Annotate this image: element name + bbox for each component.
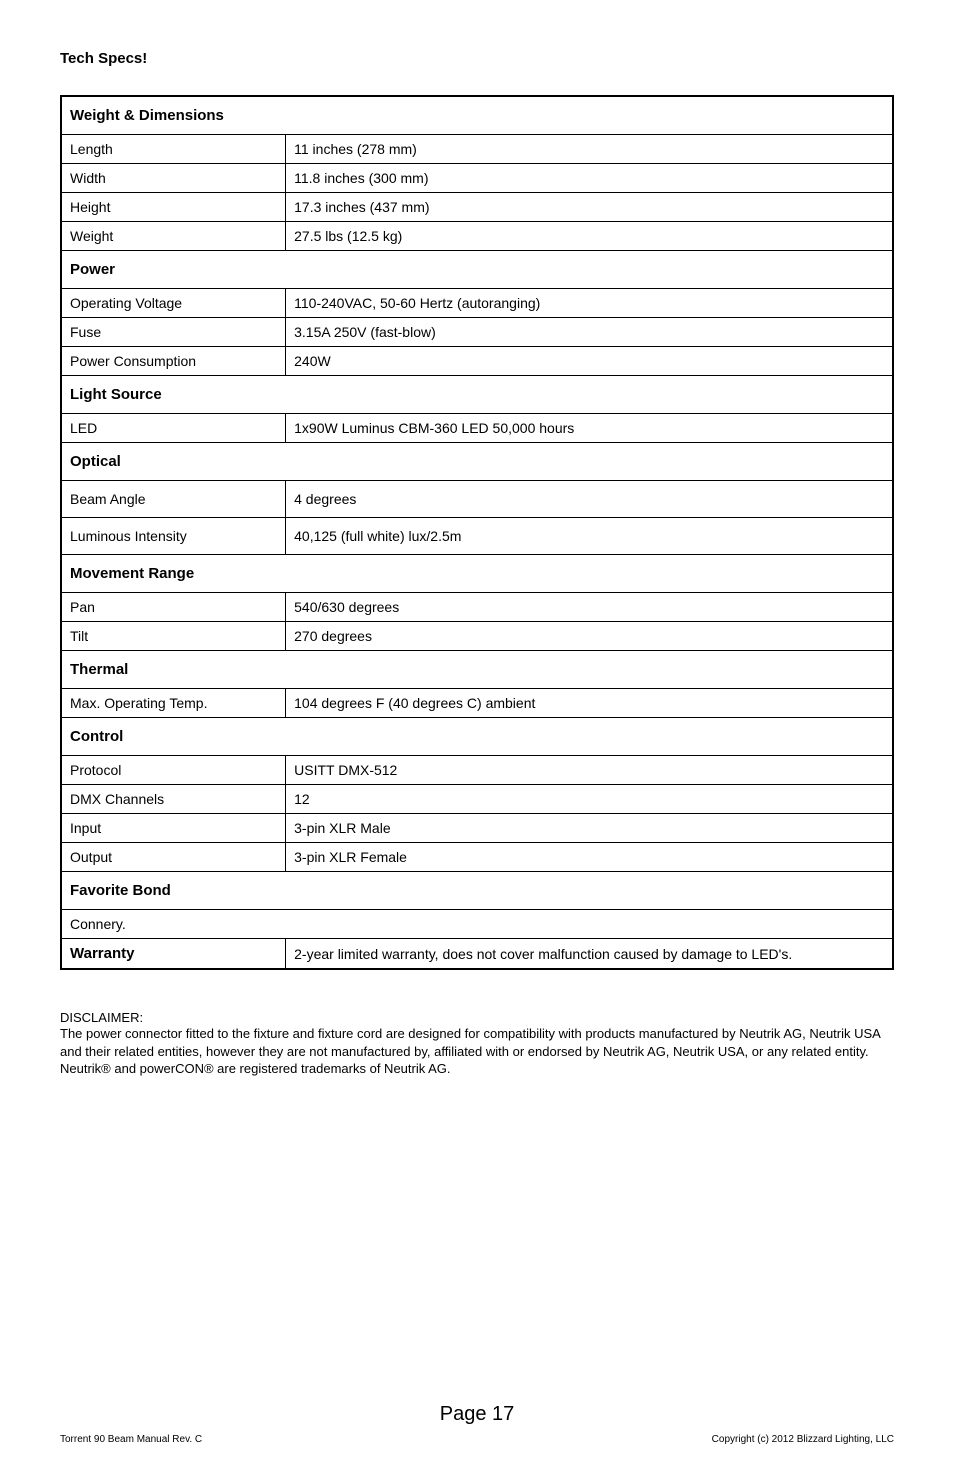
label-width: Width bbox=[61, 164, 286, 193]
label-power-consumption: Power Consumption bbox=[61, 347, 286, 376]
section-control: Control bbox=[61, 718, 893, 756]
value-height: 17.3 inches (437 mm) bbox=[286, 193, 893, 222]
value-led: 1x90W Luminus CBM-360 LED 50,000 hours bbox=[286, 414, 893, 443]
label-warranty: Warranty bbox=[61, 939, 286, 970]
value-length: 11 inches (278 mm) bbox=[286, 135, 893, 164]
label-length: Length bbox=[61, 135, 286, 164]
label-led: LED bbox=[61, 414, 286, 443]
label-tilt: Tilt bbox=[61, 622, 286, 651]
value-weight: 27.5 lbs (12.5 kg) bbox=[286, 222, 893, 251]
disclaimer-title: DISCLAIMER: bbox=[60, 1010, 894, 1025]
page-title: Tech Specs! bbox=[60, 50, 894, 67]
value-beam-angle: 4 degrees bbox=[286, 481, 893, 518]
label-input: Input bbox=[61, 814, 286, 843]
value-tilt: 270 degrees bbox=[286, 622, 893, 651]
label-pan: Pan bbox=[61, 593, 286, 622]
specs-table: Weight & Dimensions Length 11 inches (27… bbox=[60, 95, 894, 970]
value-pan: 540/630 degrees bbox=[286, 593, 893, 622]
label-max-operating-temp: Max. Operating Temp. bbox=[61, 689, 286, 718]
label-beam-angle: Beam Angle bbox=[61, 481, 286, 518]
value-fuse: 3.15A 250V (fast-blow) bbox=[286, 318, 893, 347]
value-connery: Connery. bbox=[61, 910, 893, 939]
value-width: 11.8 inches (300 mm) bbox=[286, 164, 893, 193]
value-luminous-intensity: 40,125 (full white) lux/2.5m bbox=[286, 518, 893, 555]
footer-right: Copyright (c) 2012 Blizzard Lighting, LL… bbox=[712, 1434, 894, 1445]
section-power: Power bbox=[61, 251, 893, 289]
label-luminous-intensity: Luminous Intensity bbox=[61, 518, 286, 555]
footer-left: Torrent 90 Beam Manual Rev. C bbox=[60, 1434, 202, 1445]
label-height: Height bbox=[61, 193, 286, 222]
value-protocol: USITT DMX-512 bbox=[286, 756, 893, 785]
section-light-source: Light Source bbox=[61, 376, 893, 414]
section-optical: Optical bbox=[61, 443, 893, 481]
value-input: 3-pin XLR Male bbox=[286, 814, 893, 843]
section-thermal: Thermal bbox=[61, 651, 893, 689]
page-footer: Page 17 Torrent 90 Beam Manual Rev. C Co… bbox=[60, 1403, 894, 1445]
value-warranty: 2-year limited warranty, does not cover … bbox=[286, 939, 893, 970]
value-operating-voltage: 110-240VAC, 50-60 Hertz (autoranging) bbox=[286, 289, 893, 318]
label-weight: Weight bbox=[61, 222, 286, 251]
label-fuse: Fuse bbox=[61, 318, 286, 347]
label-operating-voltage: Operating Voltage bbox=[61, 289, 286, 318]
section-weight-dimensions: Weight & Dimensions bbox=[61, 96, 893, 135]
section-favorite-bond: Favorite Bond bbox=[61, 872, 893, 910]
page-number: Page 17 bbox=[60, 1403, 894, 1426]
value-output: 3-pin XLR Female bbox=[286, 843, 893, 872]
value-max-operating-temp: 104 degrees F (40 degrees C) ambient bbox=[286, 689, 893, 718]
label-dmx-channels: DMX Channels bbox=[61, 785, 286, 814]
label-output: Output bbox=[61, 843, 286, 872]
value-power-consumption: 240W bbox=[286, 347, 893, 376]
disclaimer-body: The power connector fitted to the fixtur… bbox=[60, 1025, 894, 1078]
label-protocol: Protocol bbox=[61, 756, 286, 785]
value-dmx-channels: 12 bbox=[286, 785, 893, 814]
section-movement-range: Movement Range bbox=[61, 555, 893, 593]
